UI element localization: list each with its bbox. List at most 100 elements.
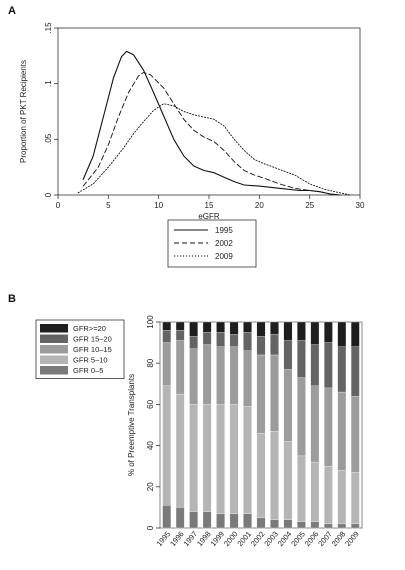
bar-segment (297, 321, 306, 341)
panel-a-label: A (8, 5, 16, 17)
legend-label: GFR 0–5 (73, 366, 103, 375)
bar-segment (202, 321, 212, 333)
legend-swatch (40, 366, 68, 375)
bar-segment (229, 321, 239, 335)
bar-segment (297, 377, 306, 457)
bar-segment (216, 346, 225, 405)
bar-segment (175, 330, 185, 341)
egfr-line-chart: 0 5 10 15 20 25 30 0 .05 .1 .15 eGFR Proportion of P… (19, 22, 365, 268)
x-axis-label: eGFR (198, 212, 220, 221)
bar-segment (310, 521, 320, 529)
bar-segment (202, 344, 212, 405)
bar-segment (350, 472, 360, 525)
bar-segment (162, 385, 172, 506)
bar-segment (350, 396, 360, 473)
bar-segment (297, 340, 306, 378)
bar-segment (162, 330, 172, 343)
bar-segment (350, 321, 360, 347)
y-tick-label: 0 (146, 525, 155, 530)
bar-segment (350, 346, 360, 397)
legend-swatch (40, 334, 68, 343)
x-tick-label: 2002 (249, 530, 267, 549)
bar-segment (283, 519, 293, 529)
bar-segment (270, 431, 279, 520)
x-tick-label: 1999 (209, 530, 227, 549)
bar-segment (243, 406, 252, 514)
bar-segment (283, 441, 293, 520)
bar-segment (337, 391, 347, 471)
bar-segment (229, 346, 239, 405)
bar-segment (283, 321, 293, 341)
legend-label: 1995 (215, 226, 233, 235)
bar-segment (189, 336, 198, 349)
x-tick-label: 10 (154, 201, 163, 210)
bar-segment (202, 511, 212, 529)
x-tick-label: 2009 (343, 530, 361, 549)
x-tick-label: 15 (205, 201, 214, 210)
bar-segment (256, 433, 266, 518)
bar-segment (243, 513, 252, 529)
legend-label: GFR 5–10 (73, 356, 108, 365)
x-tick-label: 2004 (276, 530, 294, 549)
bar-segment (337, 346, 347, 393)
x-tick-label: 2001 (235, 530, 253, 549)
x-tick-label: 1995 (155, 530, 173, 549)
legend-label: GFR 15–20 (73, 335, 112, 344)
y-tick-label: .05 (44, 133, 53, 145)
bar-segment (162, 321, 172, 331)
panel-b-label: B (8, 293, 16, 305)
bar-segment (256, 354, 266, 434)
x-tick-label: 5 (106, 201, 111, 210)
y-tick-label: 80 (146, 358, 155, 367)
x-tick-label: 2003 (262, 530, 280, 549)
x-tick-label: 0 (56, 201, 61, 210)
bar-segment (310, 461, 320, 522)
bar-segment (337, 321, 347, 347)
y-axis-label: % of Preemptive Transplants (127, 374, 136, 476)
bar-segment (162, 342, 172, 387)
bar-segment (324, 387, 333, 467)
bar-segment (243, 350, 252, 407)
legend-label: 2009 (215, 252, 233, 261)
y-axis-label: Proportion of PKT Recipients (19, 60, 28, 163)
bar-segment (324, 466, 333, 525)
legend-label: 2002 (215, 239, 233, 248)
bar-segment (243, 332, 252, 351)
bar-segment (216, 404, 225, 514)
legend-swatch (40, 355, 68, 364)
series-line-2009 (77, 103, 351, 196)
bar-segment (256, 517, 266, 529)
x-tick-label: 2006 (303, 530, 321, 549)
bar-segment (324, 523, 333, 529)
bar-segment (229, 513, 239, 529)
bar-segment (229, 404, 239, 514)
x-tick-label: 2005 (289, 530, 307, 549)
bar-segment (189, 348, 198, 405)
bar-segment (324, 321, 333, 343)
x-tick-label: 25 (305, 201, 314, 210)
bar-segment (243, 321, 252, 333)
bar-segment (324, 342, 333, 389)
bar-segment (202, 332, 212, 345)
bar-segment (310, 321, 320, 345)
x-tick-label: 30 (356, 201, 365, 210)
y-tick-label: .15 (44, 22, 53, 34)
bar-segment (350, 523, 360, 529)
bar-segment (175, 340, 185, 395)
bar-segment (337, 470, 347, 525)
bar-segment (297, 521, 306, 529)
y-tick-label: 60 (146, 399, 155, 408)
bar-segment (310, 344, 320, 387)
x-tick-label: 1996 (168, 530, 186, 549)
y-tick-label: .1 (44, 80, 53, 87)
y-tick-label: 100 (146, 315, 155, 329)
x-tick-label: 1997 (182, 530, 200, 549)
bar-segment (270, 321, 279, 335)
bar-segment (283, 369, 293, 442)
legend-label: GFR 10–15 (73, 345, 112, 354)
x-tick-label: 2008 (330, 530, 348, 549)
bar-segment (297, 455, 306, 522)
y-tick-label: 40 (146, 441, 155, 450)
bar-segment (189, 511, 198, 529)
